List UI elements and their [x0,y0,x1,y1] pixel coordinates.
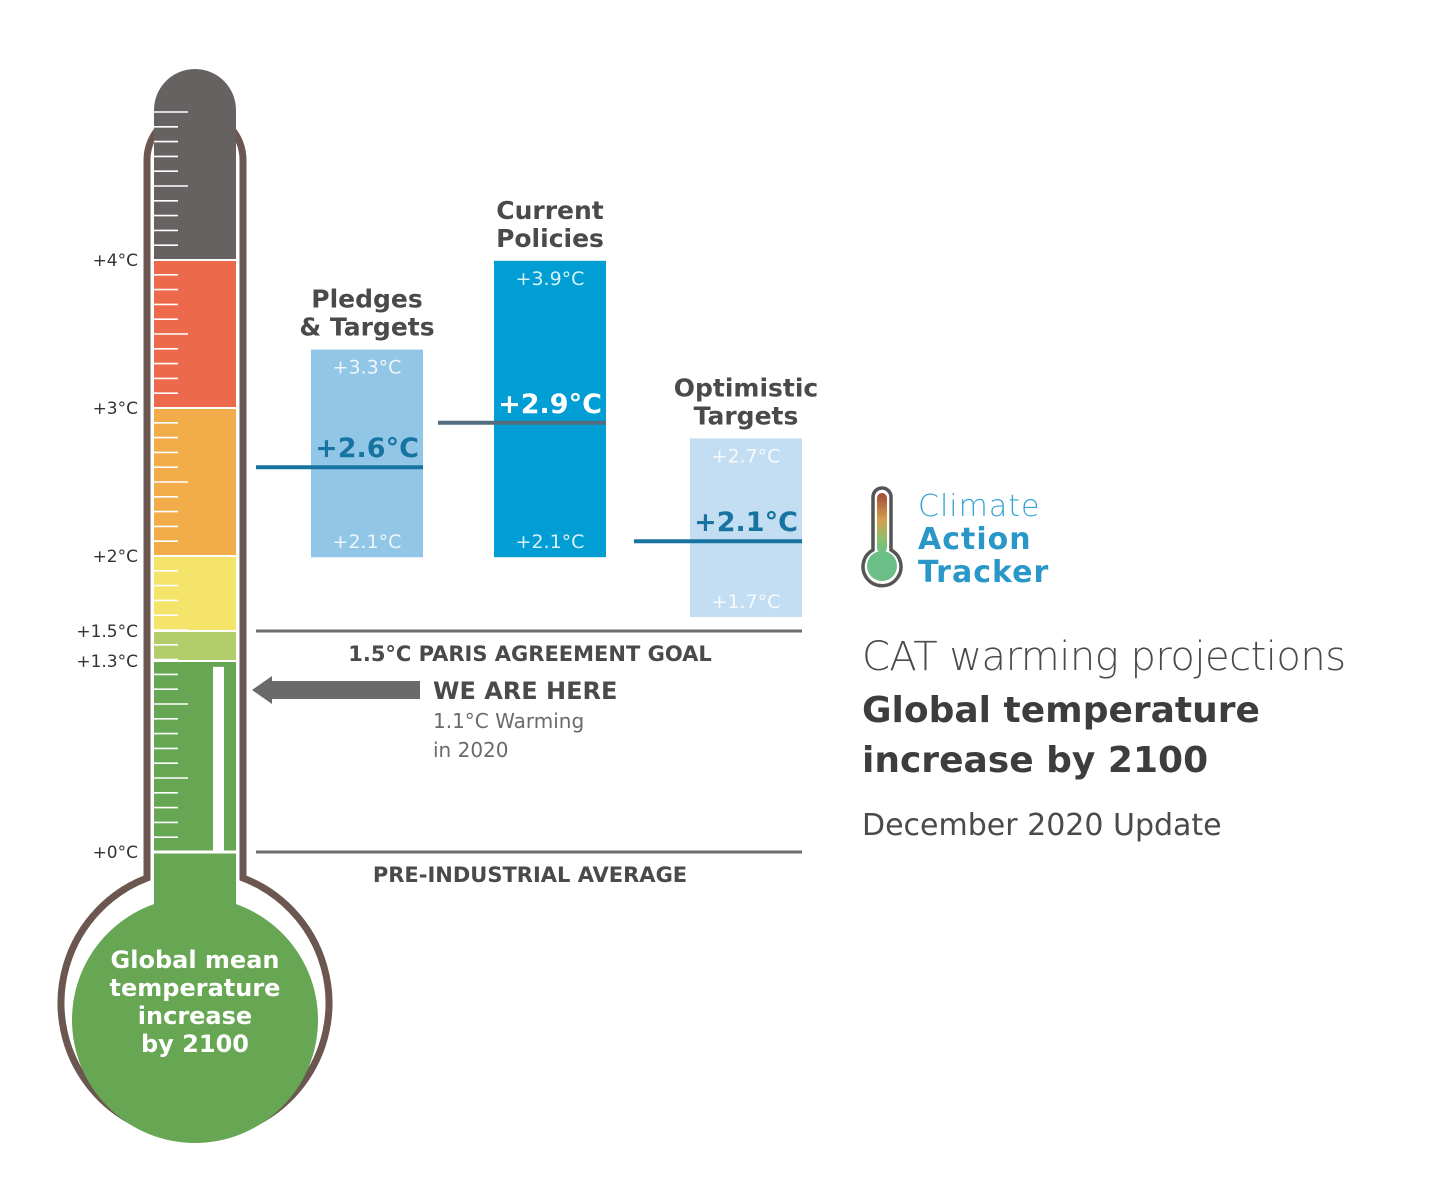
scenario-bar-1 [494,260,606,558]
scenario-name-1: Policies [496,224,604,253]
reference-lines: 1.5°C PARIS AGREEMENT GOAL PRE-INDUSTRIAL… [256,629,802,887]
reference-label-0: 1.5°C PARIS AGREEMENT GOAL [348,642,712,666]
thermometer-logo-icon [861,486,903,588]
scenario-median-label-0: +2.6°C [315,433,419,464]
chart-subtitle: December 2020 Update [862,808,1222,843]
scenario-high-label-1: +3.9°C [516,268,585,290]
bulb-label-line: by 2100 [141,1030,249,1058]
color-band-0 [154,69,236,260]
axis-tick-label: +1.5°C [76,622,138,642]
title-block: CAT warming projections Global temperatu… [862,632,1442,843]
logo-line-action: Action [918,522,1032,557]
bulb-label-line: temperature [110,974,281,1002]
cat-logo: Climate Action Tracker [918,490,1049,589]
axis-tick-label: +2°C [93,547,138,567]
we-are-here-heading: WE ARE HERE [433,677,617,705]
scenario-bar-2 [690,438,802,617]
scale-ticks [154,111,188,839]
scenario-high-label-2: +2.7°C [712,445,781,467]
we-are-here-arrow [252,676,420,704]
logo-line-tracker: Tracker [918,555,1050,590]
scenario-name-1: Current [496,196,604,225]
chart-title: CAT warming projections [862,634,1346,680]
we-are-here-detail: 1.1°C Warming [433,709,584,733]
thermometer-bulb [72,897,318,1143]
bulb-label-line: Global mean [111,946,280,974]
scenario-median-label-1: +2.9°C [498,389,602,420]
scenario-name-0: & Targets [299,313,434,342]
axis-tick-label: +1.3°C [76,652,138,672]
mercury-column [213,666,224,852]
scenario-low-label-2: +1.7°C [712,591,781,613]
logo-line-climate: Climate [918,489,1041,524]
axis-tick-label: +4°C [93,251,138,271]
bulb-label-line: increase [138,1002,252,1030]
logo-thermo-bulb [867,551,897,581]
logo-thermo-tube [877,493,887,553]
we-are-here-detail: in 2020 [433,738,509,762]
scenario-name-2: Targets [694,401,799,430]
chart-title-bold: Global temperature increase by 2100 [862,690,1260,781]
scenario-low-label-1: +2.1°C [516,531,585,553]
reference-label-1: PRE-INDUSTRIAL AVERAGE [373,863,687,887]
scenario-median-label-2: +2.1°C [694,507,798,538]
scenario-bar-0 [311,349,423,558]
bulb-neck-cover [154,852,236,912]
axis-tick-label: +3°C [93,399,138,419]
temperature-axis: +4°C +3°C +2°C +1.5°C +1.3°C +0°C [76,251,138,863]
scenario-name-2: Optimistic [674,373,819,402]
scenario-low-label-0: +2.1°C [333,531,402,553]
scenario-bars: +3.3°C +2.1°C +2.6°C Pledges& Targets +3.9°C… [256,196,818,617]
color-band-4 [154,631,236,661]
scenario-high-label-0: +3.3°C [333,357,402,379]
axis-tick-label: +0°C [93,843,138,863]
scenario-name-0: Pledges [311,285,422,314]
current-warming-marker: WE ARE HERE 1.1°C Warming in 2020 [252,676,617,762]
color-band-3 [154,556,236,631]
thermometer-fill [154,69,236,912]
